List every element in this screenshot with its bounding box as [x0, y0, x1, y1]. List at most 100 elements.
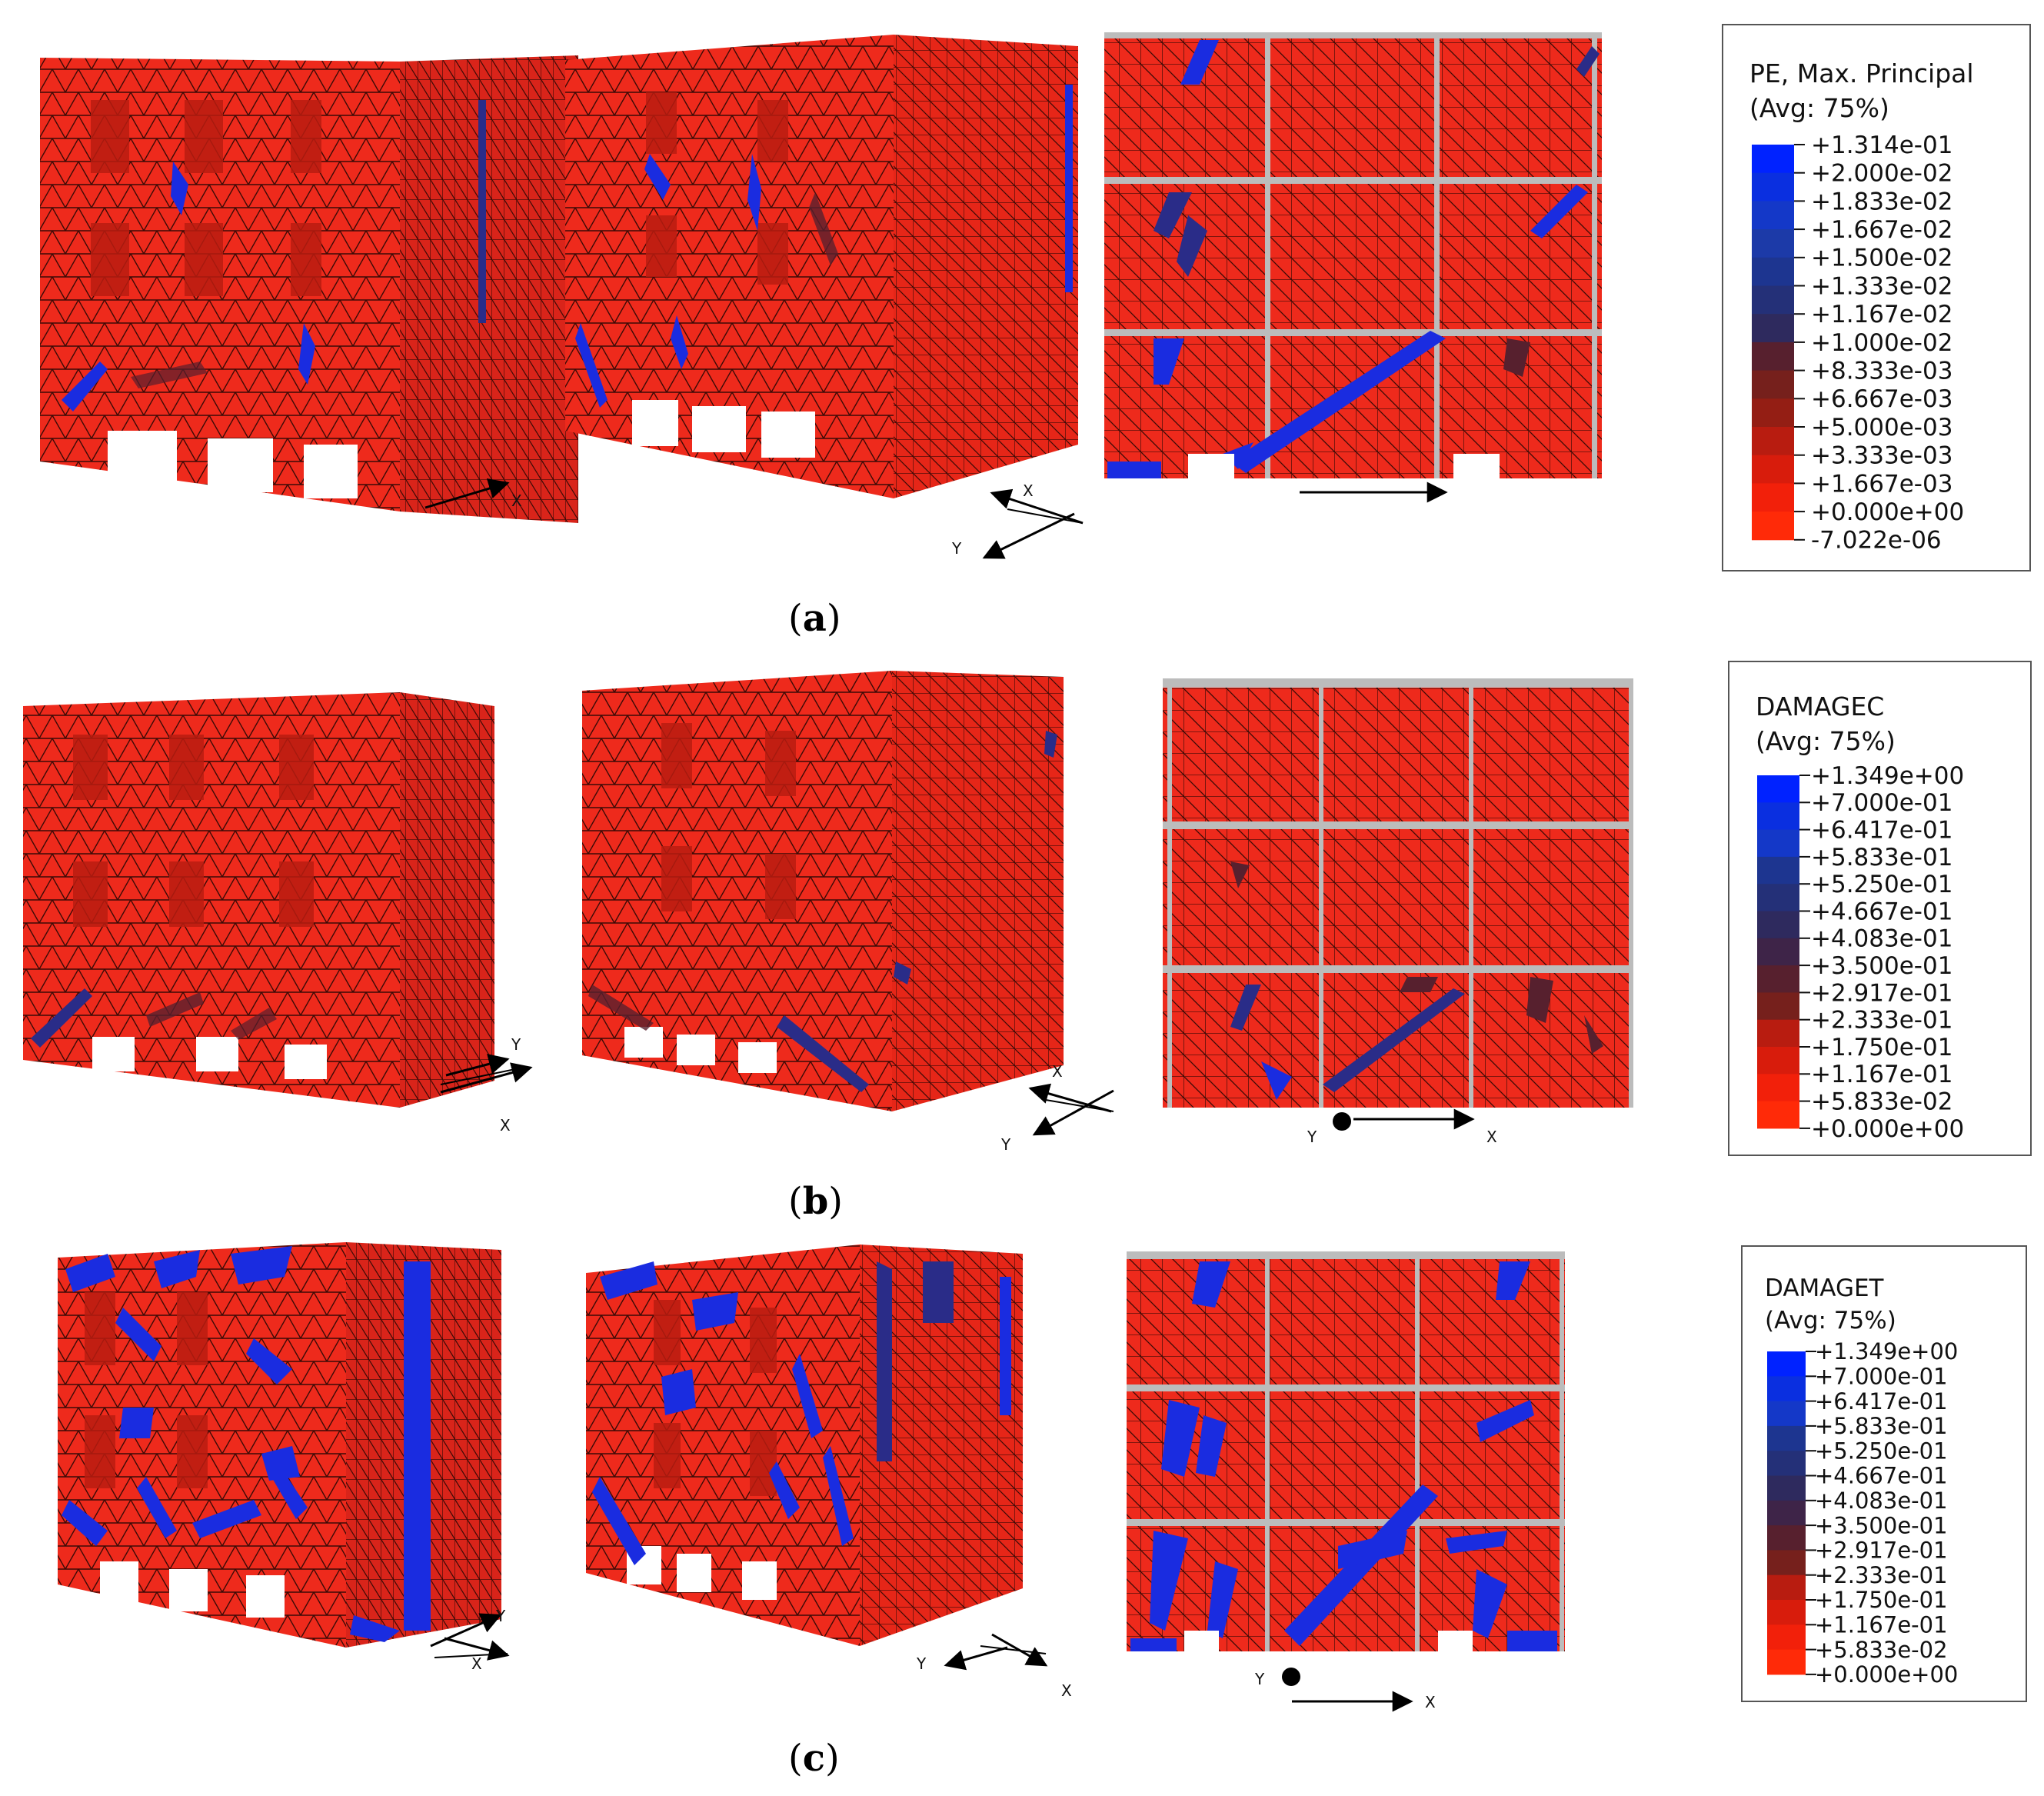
legend-value-label: +1.833e-02	[1811, 188, 1952, 215]
legend-color-band	[1767, 1649, 1806, 1675]
legend-color-band	[1752, 455, 1794, 484]
legend-color-band	[1757, 829, 1799, 858]
legend-color-band	[1752, 483, 1794, 512]
legend-title: PE, Max. Principal	[1749, 58, 1974, 88]
legend-value-label: +2.333e-01	[1811, 1007, 1952, 1035]
panel-c-view3-axis: Y X	[1254, 1668, 1436, 1712]
axis-y-label: Y	[916, 1654, 927, 1673]
panel-b-view3-elevation	[1163, 678, 1633, 1108]
legend-color-band	[1767, 1351, 1806, 1377]
panel-c-view1-axis: Y X	[430, 1607, 510, 1673]
legend-value-label: +1.167e-01	[1811, 1061, 1952, 1088]
legend-value-label: +7.000e-01	[1811, 789, 1952, 817]
axis-x-label: X	[1061, 1681, 1072, 1700]
legend-color-band	[1767, 1475, 1806, 1501]
legend-color-band	[1767, 1451, 1806, 1476]
legend-value-label: +6.417e-01	[1815, 1388, 1948, 1414]
panel-c-view2-axis: Y X	[916, 1633, 1072, 1700]
legend-color-band	[1767, 1525, 1806, 1551]
legend-value-label: +1.750e-01	[1815, 1587, 1948, 1613]
legend-color-band	[1767, 1600, 1806, 1625]
legend-value-label: +4.083e-01	[1811, 925, 1952, 953]
axis-x-label: X	[500, 1116, 511, 1135]
legend-value-label: +2.000e-02	[1811, 160, 1952, 188]
legend-color-band	[1757, 938, 1799, 966]
legend-value-label: +6.667e-03	[1811, 385, 1952, 413]
legend-color-band	[1752, 398, 1794, 428]
legend-color-band	[1767, 1425, 1806, 1451]
panel-b-view2-axis: X Y	[1000, 1062, 1114, 1154]
legend-color-band	[1752, 201, 1794, 230]
legend-color-band	[1767, 1401, 1806, 1427]
legend-value-label: +5.833e-01	[1811, 844, 1952, 871]
panel-b-view3-axis: Y X	[1307, 1108, 1497, 1146]
legend-value-label: +1.667e-02	[1811, 216, 1952, 244]
legend-value-label: +5.833e-02	[1811, 1088, 1952, 1115]
legend-color-band	[1752, 370, 1794, 399]
legend-color-band	[1752, 342, 1794, 372]
axis-y-label: Y	[495, 1607, 506, 1625]
legend-value-label: +8.333e-03	[1811, 357, 1952, 385]
panel-c-legend: DAMAGET (Avg: 75%) +1.349e+00+7.000e-01+…	[1741, 1245, 2027, 1702]
panel-a-legend: PE, Max. Principal (Avg: 75%) +1.314e-01…	[1722, 24, 2031, 571]
legend-color-band	[1757, 1101, 1799, 1129]
legend-color-band	[1757, 911, 1799, 939]
legend-color-band	[1767, 1550, 1806, 1576]
legend-value-label: +1.167e-01	[1815, 1611, 1948, 1638]
legend-value-label: +3.500e-01	[1811, 952, 1952, 980]
legend-value-label: +2.917e-01	[1815, 1538, 1948, 1564]
legend-value-label: +1.000e-02	[1811, 329, 1952, 357]
axis-x-label: X	[1052, 1062, 1063, 1081]
panel-b-legend: DAMAGEC (Avg: 75%) +1.349e+00+7.000e-01+…	[1728, 661, 2032, 1156]
panel-c-view3-elevation	[1127, 1251, 1565, 1651]
legend-title: DAMAGEC	[1756, 691, 1884, 721]
legend-value-label: +1.167e-02	[1811, 301, 1952, 328]
legend-value-label: +1.500e-02	[1811, 245, 1952, 272]
legend-color-band	[1752, 314, 1794, 343]
legend-color-band	[1757, 856, 1799, 885]
panel-a-view1-axis: X	[424, 478, 522, 510]
axis-y-label: Y	[511, 1035, 521, 1054]
legend-value-label: +1.667e-03	[1811, 470, 1952, 498]
panel-c-view1-building	[58, 1242, 501, 1648]
legend-value-label: +1.349e+00	[1811, 762, 1964, 790]
legend-colorbar	[1767, 1351, 1806, 1675]
caption-c: (c)	[788, 1737, 840, 1780]
legend-color-band	[1752, 427, 1794, 456]
legend-value-label: +4.667e-01	[1815, 1463, 1948, 1489]
legend-value-label: +5.000e-03	[1811, 414, 1952, 442]
legend-color-band	[1752, 172, 1794, 202]
legend-value-label: +7.000e-01	[1815, 1363, 1948, 1389]
legend-subtitle: (Avg: 75%)	[1756, 726, 1896, 756]
panel-b-view1-axis: Y X	[440, 1035, 533, 1135]
legend-value-label: +0.000e+00	[1811, 1115, 1964, 1143]
legend-color-band	[1752, 511, 1794, 541]
panel-a-view2-axis: X Y	[951, 481, 1084, 559]
legend-value-label: +1.349e+00	[1815, 1338, 1958, 1364]
legend-value-label: -7.022e-06	[1811, 527, 1942, 555]
legend-value-label: +5.833e-02	[1815, 1637, 1948, 1663]
legend-color-band	[1752, 257, 1794, 286]
legend-color-band	[1767, 1500, 1806, 1526]
legend-color-band	[1757, 992, 1799, 1021]
legend-subtitle: (Avg: 75%)	[1749, 93, 1889, 123]
legend-color-band	[1752, 145, 1794, 174]
legend-value-label: +2.917e-01	[1811, 979, 1952, 1007]
legend-value-label: +0.000e+00	[1811, 498, 1964, 526]
legend-value-label: +6.417e-01	[1811, 816, 1952, 844]
panel-c-view2-building	[586, 1245, 1023, 1646]
legend-value-label: +0.000e+00	[1815, 1661, 1958, 1688]
legend-subtitle: (Avg: 75%)	[1765, 1307, 1896, 1335]
legend-color-band	[1757, 1074, 1799, 1102]
axis-y-label: Y	[951, 539, 962, 558]
panel-a-view1-building	[40, 55, 578, 523]
legend-value-label: +5.833e-01	[1815, 1413, 1948, 1439]
legend-color-band	[1767, 1574, 1806, 1601]
axis-x-label: X	[511, 491, 522, 510]
axis-x-label: X	[1486, 1128, 1497, 1146]
legend-color-band	[1752, 285, 1794, 315]
panel-b-view1-building	[23, 692, 494, 1108]
axis-x-label: X	[1023, 481, 1034, 500]
panel-a-view3-elevation	[1104, 32, 1602, 478]
caption-b: (b)	[788, 1180, 843, 1223]
